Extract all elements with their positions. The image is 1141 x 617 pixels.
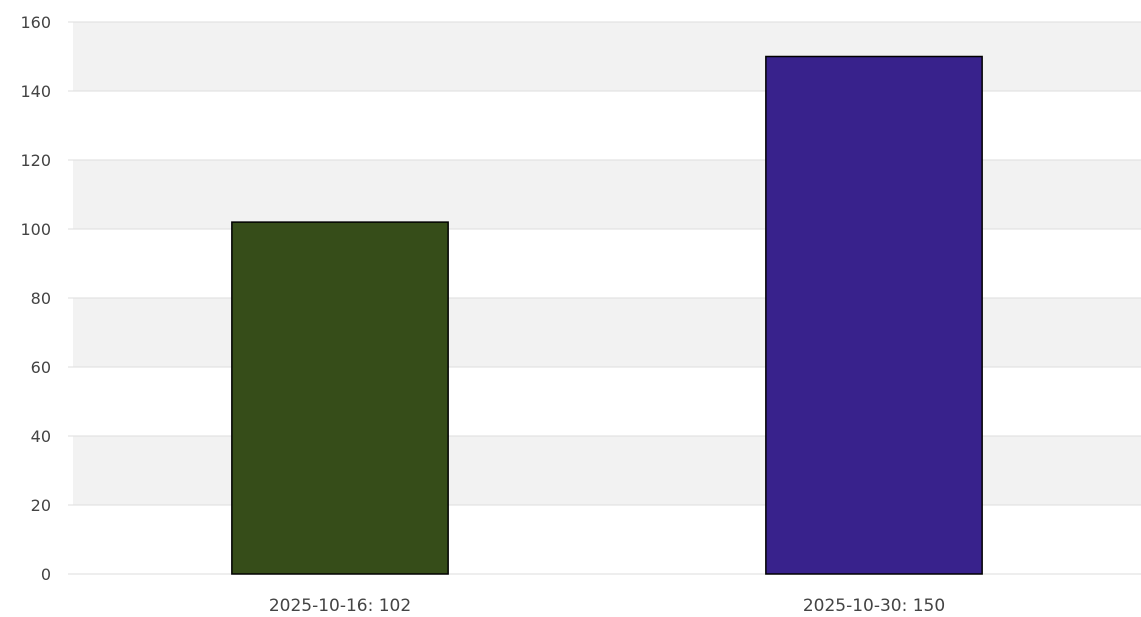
y-tick-label: 0 <box>41 565 51 584</box>
y-tick-label: 100 <box>20 220 51 239</box>
y-tick-label: 20 <box>31 496 51 515</box>
y-tick-label: 40 <box>31 427 51 446</box>
y-tick-label: 80 <box>31 289 51 308</box>
y-tick-label: 140 <box>20 82 51 101</box>
x-tick-label: 2025-10-16: 102 <box>269 596 411 616</box>
x-axis-labels: 2025-10-16: 102 2025-10-30: 150 <box>269 596 945 616</box>
y-tick-label: 120 <box>20 151 51 170</box>
bar <box>231 221 449 575</box>
y-tick-label: 60 <box>31 358 51 377</box>
bars <box>231 55 983 575</box>
x-tick-label: 2025-10-30: 150 <box>803 596 945 616</box>
y-axis-ticks: 0 20 40 60 80 100 120 140 160 <box>20 13 51 584</box>
bar <box>765 55 983 575</box>
y-tick-label: 160 <box>20 13 51 32</box>
